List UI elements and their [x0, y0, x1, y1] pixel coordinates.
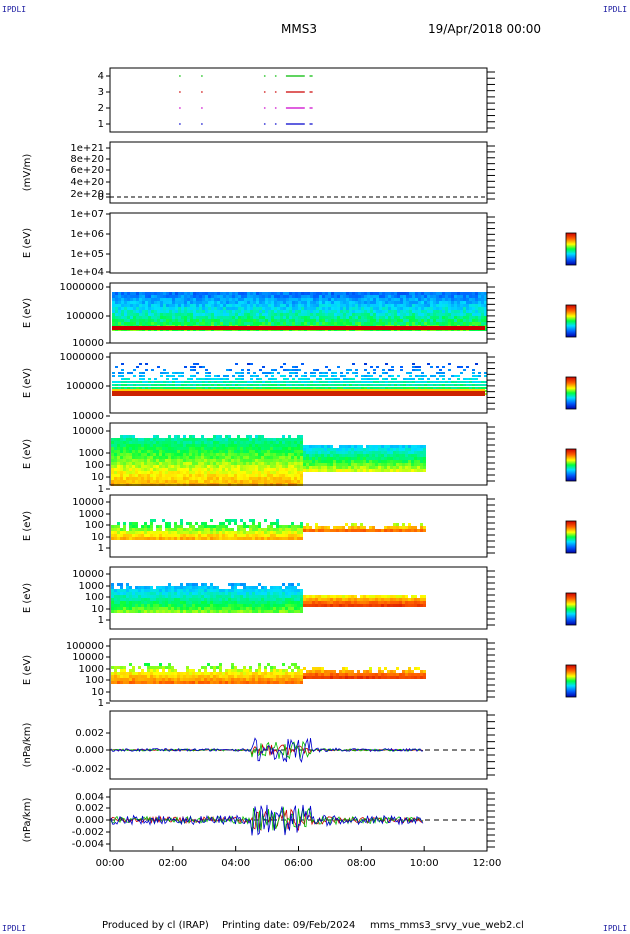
ytick-label-divpi-4: -0.004 — [72, 839, 104, 850]
ytick-label-hpca_o-2: 1000 — [79, 664, 104, 675]
corner-mark-top-left: IPDLI — [2, 5, 27, 14]
panel-frame-burst — [109, 67, 488, 133]
ytick-label-hpca_he2-2: 100 — [85, 592, 104, 603]
colorbar-hpca_h — [565, 448, 577, 482]
ylabel-divpi: (nPa/km) — [22, 798, 33, 843]
ytick-label-hpca_he2-3: 10 — [91, 604, 104, 615]
colorbar-hpca_he2 — [565, 592, 577, 626]
ytick-label-eis-2: 1e+05 — [70, 249, 104, 260]
panel-frame-divpe — [109, 710, 488, 780]
ytick-label-feeps_e-1: 100000 — [66, 311, 104, 322]
ytick-label-edi-0: 1e+21 — [70, 143, 104, 154]
ytick-label-feeps_i-1: 100000 — [66, 381, 104, 392]
ylabel-hpca_he2: E (eV) — [22, 583, 33, 613]
colorbar-hpca_o — [565, 664, 577, 698]
colorbar-eis — [565, 232, 577, 266]
ytick-label-hpca_he2-4: 1 — [98, 615, 104, 626]
ytick-label-feeps_e-2: 10000 — [72, 338, 104, 349]
ytick-label-hpca_h-3: 10 — [91, 472, 104, 483]
ytick-label-edi-3: 4e+20 — [70, 177, 104, 188]
footer-produced-by: Produced by cl (IRAP) — [102, 920, 209, 931]
corner-mark-bottom-right: IPDLI — [603, 924, 628, 933]
ytick-label-divpe-2: -0.002 — [72, 764, 104, 775]
ytick-label-feeps_i-2: 10000 — [72, 411, 104, 422]
ylabel-edi: (mV/m) — [22, 154, 33, 192]
ytick-label-eis-3: 1e+04 — [70, 267, 104, 278]
ytick-label-hpca_he1-0: 10000 — [72, 497, 104, 508]
xtick-label-4: 08:00 — [347, 858, 376, 869]
ytick-label-divpi-2: 0.000 — [75, 815, 104, 826]
ytick-label-hpca_o-3: 100 — [85, 675, 104, 686]
ylabel-divpe: (nPa/km) — [22, 723, 33, 768]
ytick-label-feeps_e-0: 1000000 — [59, 282, 104, 293]
footer-file: mms_mms3_srvy_vue_web2.cl — [370, 920, 524, 931]
ylabel-hpca_o: E (eV) — [22, 655, 33, 685]
xtick-label-1: 02:00 — [158, 858, 187, 869]
ytick-label-hpca_he2-1: 1000 — [79, 581, 104, 592]
ylabel-hpca_h: E (eV) — [22, 439, 33, 469]
spacecraft-title: MMS3 — [281, 22, 317, 36]
panel-frame-hpca_o — [109, 638, 488, 702]
ylabel-hpca_he1: E (eV) — [22, 511, 33, 541]
colorbar-hpca_he1 — [565, 520, 577, 554]
date-title: 19/Apr/2018 00:00 — [428, 22, 542, 36]
xtick-label-6: 12:00 — [473, 858, 502, 869]
ytick-label-hpca_he1-1: 1000 — [79, 509, 104, 520]
panel-frame-hpca_h — [109, 422, 488, 486]
panel-frame-hpca_he2 — [109, 566, 488, 630]
xtick-label-2: 04:00 — [221, 858, 250, 869]
ytick-label-burst-0: 4 — [98, 71, 104, 82]
xtick-label-0: 00:00 — [96, 858, 125, 869]
footer-printing-date: Printing date: 09/Feb/2024 — [222, 920, 356, 931]
ytick-label-hpca_o-0: 100000 — [66, 641, 104, 652]
ytick-label-divpe-0: 0.002 — [75, 728, 104, 739]
ytick-label-eis-0: 1e+07 — [70, 209, 104, 220]
ytick-label-hpca_o-5: 1 — [98, 698, 104, 709]
ytick-label-divpi-0: 0.004 — [75, 792, 104, 803]
panel-frame-edi — [109, 141, 488, 204]
ylabel-eis: E (eV) — [22, 228, 33, 258]
ytick-label-hpca_he2-0: 10000 — [72, 569, 104, 580]
ytick-label-divpe-1: 0.000 — [75, 745, 104, 756]
ytick-label-divpi-3: -0.002 — [72, 827, 104, 838]
colorbar-feeps_e — [565, 304, 577, 338]
xtick-label-5: 10:00 — [410, 858, 439, 869]
ytick-label-hpca_h-2: 100 — [85, 460, 104, 471]
ytick-label-hpca_he1-4: 1 — [98, 543, 104, 554]
ytick-label-edi-5: 0 — [98, 192, 104, 203]
ylabel-feeps_e: E (eV) — [22, 298, 33, 328]
panel-frame-hpca_he1 — [109, 494, 488, 558]
panel-frame-feeps_e — [109, 282, 488, 344]
colorbar-feeps_i — [565, 376, 577, 410]
ytick-label-hpca_h-0: 10000 — [72, 426, 104, 437]
ytick-label-hpca_he1-2: 100 — [85, 520, 104, 531]
panel-frame-feeps_i — [109, 352, 488, 414]
ytick-label-hpca_he1-3: 10 — [91, 532, 104, 543]
ytick-label-hpca_o-4: 10 — [91, 687, 104, 698]
ytick-label-edi-1: 8e+20 — [70, 154, 104, 165]
panel-frame-eis — [109, 212, 488, 274]
ytick-label-hpca_h-1: 1000 — [79, 448, 104, 459]
ytick-label-burst-3: 1 — [98, 119, 104, 130]
ytick-label-edi-4: 2e+20 — [70, 189, 104, 200]
ytick-label-eis-1: 1e+06 — [70, 229, 104, 240]
xtick-label-3: 06:00 — [284, 858, 313, 869]
corner-mark-bottom-left: IPDLI — [2, 924, 27, 933]
ytick-label-hpca_o-1: 10000 — [72, 652, 104, 663]
ytick-label-divpi-1: 0.002 — [75, 803, 104, 814]
ytick-label-burst-1: 3 — [98, 87, 104, 98]
corner-mark-top-right: IPDLI — [603, 5, 628, 14]
ytick-label-hpca_h-4: 1 — [98, 484, 104, 495]
ytick-label-feeps_i-0: 1000000 — [59, 352, 104, 363]
ytick-label-burst-2: 2 — [98, 103, 104, 114]
ytick-label-edi-2: 6e+20 — [70, 165, 104, 176]
ylabel-feeps_i: E (eV) — [22, 368, 33, 398]
